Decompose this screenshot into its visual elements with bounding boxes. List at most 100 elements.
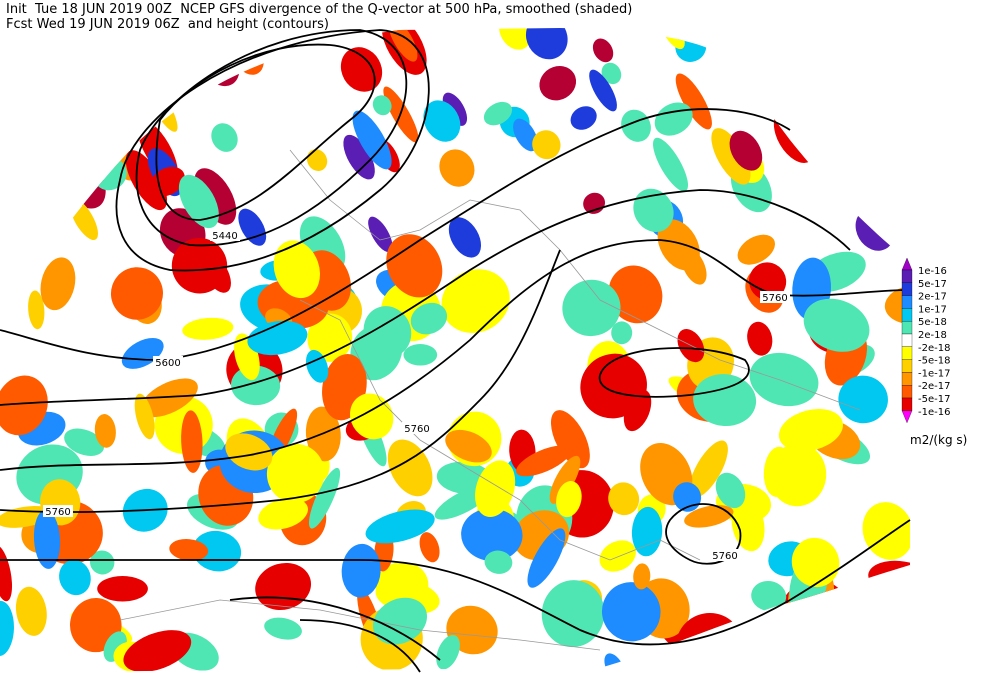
colorbar-label: -5e-18 xyxy=(918,356,950,367)
shade-blob xyxy=(532,130,561,160)
shade-blob xyxy=(181,410,203,473)
shade-blob xyxy=(238,208,267,246)
shade-blob xyxy=(747,321,773,356)
shade-blob xyxy=(423,100,461,142)
contour-label: 5760 xyxy=(762,293,787,304)
shade-blob xyxy=(266,443,325,504)
colorbar-label: 2e-18 xyxy=(918,330,947,341)
shade-blob xyxy=(349,393,394,440)
colorbar-box xyxy=(901,282,913,296)
shade-blob xyxy=(748,262,787,301)
header-line: Fcst Wed 19 JUN 2019 06Z and height (con… xyxy=(6,17,329,32)
shade-blob xyxy=(264,617,302,640)
shade-blob xyxy=(589,69,617,112)
shade-blob xyxy=(372,597,427,645)
shade-blob xyxy=(621,109,651,142)
shade-blob xyxy=(675,73,712,130)
shade-blob xyxy=(368,216,393,253)
contour-label: 5760 xyxy=(404,424,429,435)
colorbar-label: 1e-16 xyxy=(918,266,947,277)
colorbar-label: 2e-17 xyxy=(918,292,947,303)
contour-label-bg xyxy=(402,422,432,434)
shade-blob xyxy=(527,528,566,588)
shade-blob xyxy=(306,349,329,383)
shade-blob xyxy=(150,166,185,197)
shade-blob xyxy=(89,550,115,575)
colorbar-arrow xyxy=(901,410,913,424)
contour-label-bg xyxy=(760,291,790,303)
colorbar-box xyxy=(901,372,913,386)
shade-blob xyxy=(340,47,383,92)
colorbar-label: -5e-17 xyxy=(918,394,950,405)
shade-blob xyxy=(631,506,663,557)
shade-blob xyxy=(247,320,308,356)
shade-blob xyxy=(862,502,910,560)
shade-blob xyxy=(570,106,597,130)
shade-blob xyxy=(461,508,523,562)
contour-label-bg xyxy=(710,549,740,561)
shade-blob xyxy=(608,482,640,516)
header-line: Init Tue 18 JUN 2019 00Z NCEP GFS diverg… xyxy=(6,2,632,17)
shade-blob xyxy=(273,240,320,299)
shade-blob xyxy=(15,586,47,636)
shade-blob xyxy=(171,237,228,294)
colorbar-label: 5e-18 xyxy=(918,317,947,328)
shade-blob xyxy=(562,279,621,337)
shade-blob xyxy=(28,290,45,330)
shade-blob xyxy=(97,576,148,602)
contour-label: 5600 xyxy=(155,358,180,369)
shade-blob xyxy=(230,365,281,406)
contour-labels: 5440 5600 5760 5760 5760 5760 xyxy=(43,229,790,562)
shade-blob xyxy=(550,410,590,469)
shade-blob xyxy=(516,445,571,477)
contour-label: 5760 xyxy=(712,551,737,562)
shade-blob xyxy=(711,128,751,185)
shade-blob xyxy=(307,313,353,362)
colorbar-box xyxy=(901,385,913,399)
shade-blob xyxy=(40,257,76,311)
shade-blob xyxy=(372,95,392,116)
shade-blob xyxy=(439,149,475,187)
shade-blob xyxy=(64,428,105,456)
shade-blob xyxy=(838,375,888,424)
shade-blob xyxy=(483,101,513,126)
shade-blob xyxy=(194,168,237,225)
shade-blob xyxy=(419,532,440,563)
shade-blob xyxy=(556,481,582,518)
shade-blob xyxy=(211,123,238,152)
shade-blob xyxy=(0,375,48,436)
shade-blob xyxy=(611,321,633,345)
shade-blob xyxy=(541,580,605,648)
shade-blob xyxy=(0,601,14,656)
shade-blob xyxy=(182,317,234,340)
shade-blob xyxy=(689,440,728,498)
shade-blob xyxy=(884,285,910,325)
shade-blob xyxy=(751,580,787,611)
shade-blob xyxy=(633,563,651,590)
shade-blob xyxy=(445,429,492,463)
shade-blob xyxy=(729,130,763,171)
shade-blob xyxy=(499,28,532,50)
shade-blob xyxy=(601,62,622,85)
shade-blob xyxy=(778,409,843,452)
shade-blob xyxy=(601,582,661,642)
colorbar-box xyxy=(901,397,913,411)
shade-blob xyxy=(763,446,793,497)
contour-label-bg xyxy=(43,505,73,517)
shade-blob xyxy=(693,374,757,427)
shade-blob xyxy=(169,539,209,561)
shade-blob xyxy=(356,324,403,379)
shade-blob xyxy=(442,92,468,126)
shade-blob xyxy=(192,530,242,572)
contours xyxy=(0,29,911,673)
shade-blob xyxy=(386,234,443,298)
colorbar-label: 1e-17 xyxy=(918,304,947,315)
shade-blob xyxy=(737,234,775,265)
shade-blob xyxy=(484,550,513,574)
shade-blob xyxy=(352,110,392,170)
shade-blob xyxy=(608,265,663,324)
shade-blob xyxy=(592,38,614,63)
units-label: m2/(kg s) xyxy=(910,433,967,447)
shade-blob xyxy=(343,134,375,180)
colorbar-box xyxy=(901,346,913,360)
